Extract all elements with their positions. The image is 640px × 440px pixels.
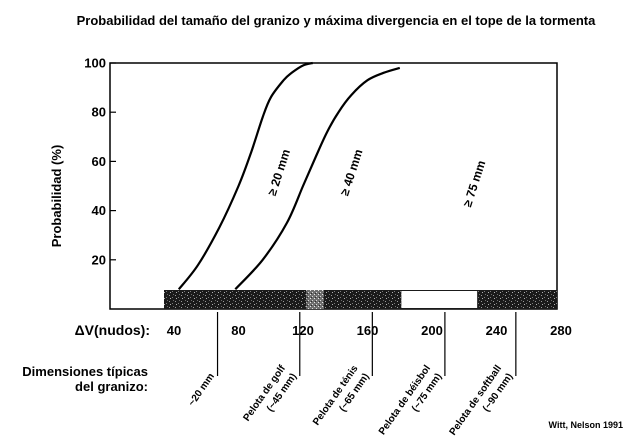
y-tick-label-100: 100	[84, 56, 106, 71]
size-heading: Dimensiones típicas del granizo:	[22, 364, 148, 394]
plot-frame	[109, 62, 558, 310]
size-marker-2: Pelota de golf(~45 mm)	[241, 312, 301, 423]
y-axis-ticks: 20 40 60 80 100	[84, 56, 116, 267]
size-heading-line-2: del granizo:	[75, 379, 148, 394]
hail-band-segment-1	[306, 290, 324, 309]
region-label-1: ≥ 75 mm	[460, 159, 488, 209]
hail-size-band	[164, 290, 557, 309]
x-tick-label-120: 120	[292, 323, 314, 338]
y-tick-label-20: 20	[92, 252, 106, 267]
x-tick-label-200: 200	[421, 323, 443, 338]
x-tick-label-80: 80	[231, 323, 245, 338]
x-tick-label-160: 160	[357, 323, 379, 338]
y-tick-label-60: 60	[92, 154, 106, 169]
probability-curves	[177, 61, 401, 291]
curve-series-1	[177, 61, 313, 290]
chart-title: Probabilidad del tamaño del granizo y má…	[77, 13, 596, 28]
curve-label-1: ≥ 20 mm	[265, 147, 293, 197]
x-tick-label-240: 240	[486, 323, 508, 338]
x-tick-label-280: 280	[550, 323, 572, 338]
curve-series-2	[234, 66, 401, 291]
x-tick-label-40: 40	[167, 323, 181, 338]
size-marker-label-1-1: ~20 mm	[186, 371, 217, 408]
curve-label-2: ≥ 40 mm	[337, 147, 365, 197]
x-axis-label: ΔV(nudos):	[75, 322, 150, 338]
x-axis-ticks: 40 80 120 160 200 240 280	[167, 323, 572, 338]
hail-band-dark	[164, 290, 557, 309]
source-credit: Witt, Nelson 1991	[549, 420, 623, 430]
size-heading-line-1: Dimensiones típicas	[22, 364, 148, 379]
y-tick-label-80: 80	[92, 105, 106, 120]
size-marker-1: ~20 mm	[186, 312, 219, 408]
y-axis-label: Probabilidad (%)	[49, 145, 64, 248]
hail-band-segment-2	[401, 291, 478, 308]
y-tick-label-40: 40	[92, 203, 106, 218]
